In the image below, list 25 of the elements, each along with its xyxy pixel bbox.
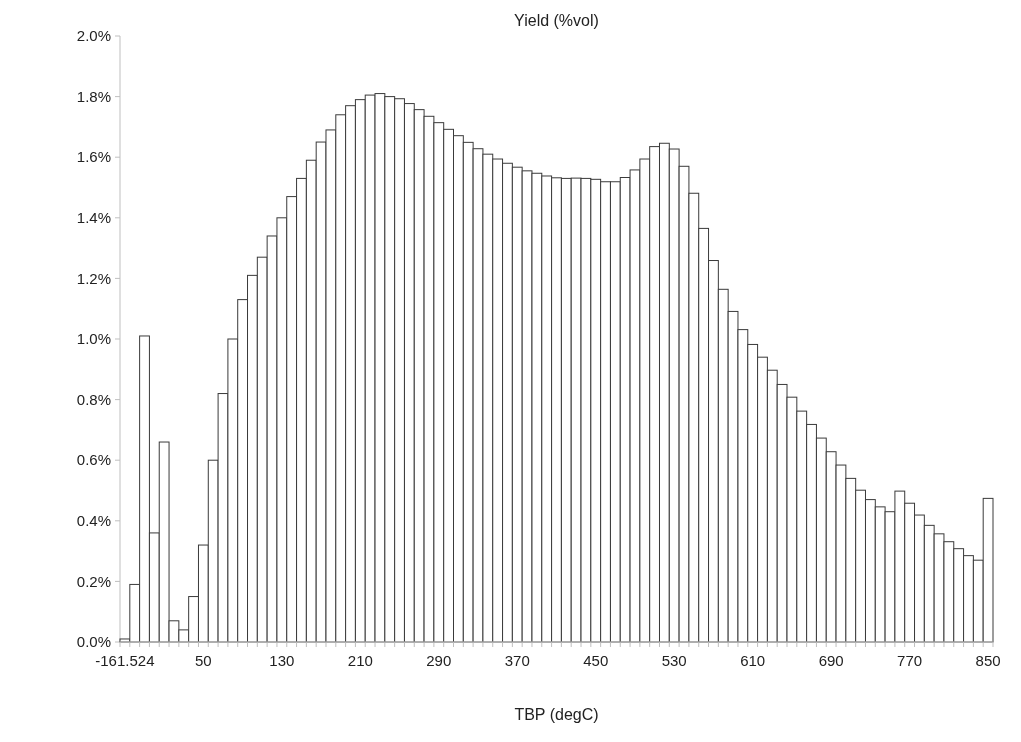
- chart-title: Yield (%vol): [514, 12, 599, 29]
- y-tick-label: 1.4%: [76, 209, 111, 227]
- x-tick-label: 370: [504, 652, 530, 669]
- y-tick-label: 0.2%: [76, 572, 111, 590]
- x-tick-label: 610: [740, 652, 766, 669]
- x-tick-label: 530: [661, 652, 687, 669]
- y-tick-label: 1.0%: [76, 330, 111, 348]
- x-tick-label: 290: [426, 652, 452, 669]
- x-axis-title: TBP (degC): [514, 706, 599, 723]
- x-tick-label: 770: [897, 652, 923, 669]
- x-tick-label: 690: [818, 652, 844, 669]
- y-tick-label: 1.6%: [76, 148, 111, 166]
- x-tick-label: -161.524: [95, 652, 155, 669]
- x-tick-label: 850: [975, 652, 1001, 669]
- y-tick-label: 0.8%: [76, 390, 111, 408]
- x-tick-label: 210: [347, 652, 373, 669]
- y-tick-label: 0.6%: [76, 451, 111, 469]
- y-tick-label: 1.2%: [76, 269, 111, 287]
- x-tick-label: 450: [583, 652, 609, 669]
- y-tick-label: 2.0%: [76, 27, 111, 45]
- y-tick-label: 0.0%: [76, 633, 111, 651]
- y-tick-label: 1.8%: [76, 87, 111, 105]
- x-tick-label: 50: [195, 652, 212, 669]
- y-tick-label: 0.4%: [76, 512, 111, 530]
- x-tick-label: 130: [269, 652, 295, 669]
